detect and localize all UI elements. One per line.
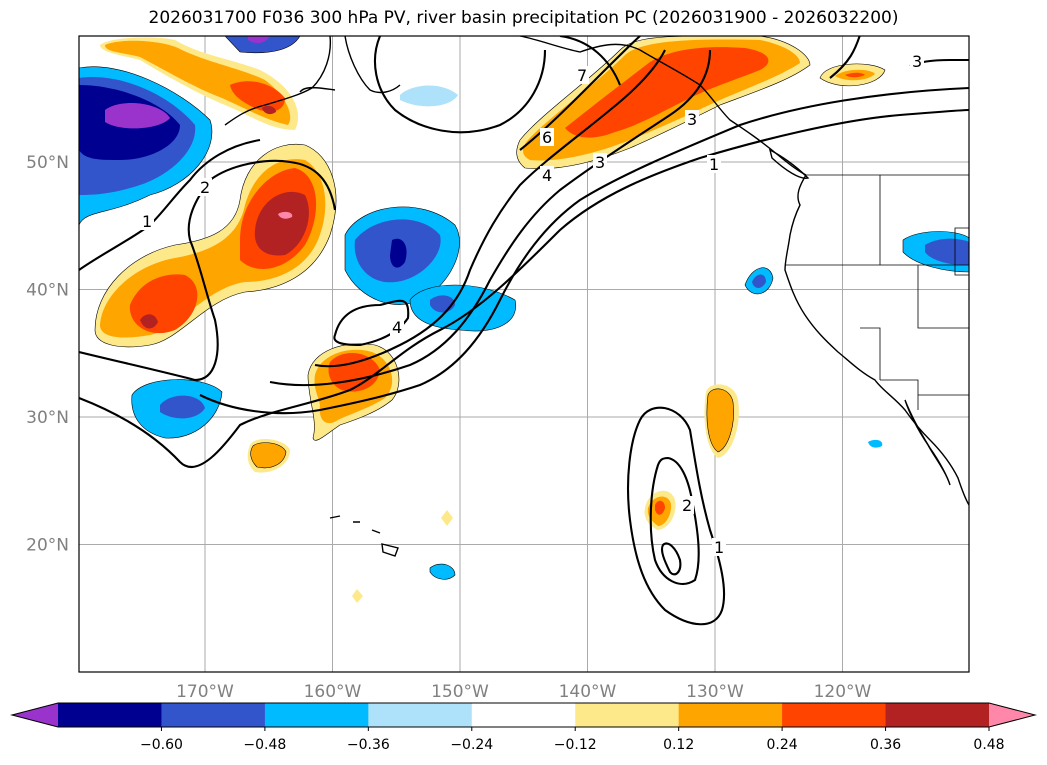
contour-label: 7 [577, 66, 587, 85]
alaska-coast [224, 36, 807, 176]
colorbar-tick-label: −0.60 [140, 737, 183, 753]
lat-tick-label: 20°N [26, 536, 69, 556]
contour-label: 2 [200, 178, 210, 197]
lon-tick-label: 150°W [431, 682, 489, 702]
shade-neg-top [224, 36, 301, 54]
contour-label: 6 [542, 128, 552, 147]
colorbar-segment [782, 703, 887, 727]
map-plot-area: 1 2 3 4 6 7 3 4 2 1 1 3 [79, 36, 969, 672]
colorbar-segment [678, 703, 783, 727]
colorbar-segment [58, 703, 162, 727]
lon-tick-label: 130°W [686, 682, 744, 702]
colorbar-outline [10, 702, 1037, 728]
lat-tick-label: 30°N [26, 408, 69, 428]
colorbar-tick-label: −0.36 [347, 737, 390, 753]
latitude-labels: 50°N 40°N 30°N 20°N [26, 153, 69, 556]
lon-tick-label: 120°W [814, 682, 872, 702]
contour-label: 1 [709, 155, 719, 174]
contour-label: 3 [595, 153, 605, 172]
lat-tick-label: 50°N [26, 153, 69, 173]
colorbar-segment [471, 703, 576, 727]
lon-tick-label: 140°W [559, 682, 617, 702]
colorbar-segment [264, 703, 369, 727]
pv-contour-2-small [649, 456, 700, 585]
hawaii [329, 515, 399, 557]
colorbar-extend-high [989, 703, 1035, 727]
colorbar-segment [885, 703, 990, 727]
pv-contour-3 [199, 86, 969, 415]
colorbar-extend-low [12, 703, 58, 727]
colorbar-tick-label: −0.24 [450, 737, 493, 753]
map-frame [78, 35, 970, 673]
pv-contour-4-loop [333, 299, 410, 347]
lat-tick-label: 40°N [26, 281, 69, 301]
pv-contour-1-tall [626, 406, 726, 626]
pv-contour-1-south [79, 108, 969, 469]
lon-tick-label: 160°W [304, 682, 362, 702]
pv-contour-3-small [660, 542, 682, 576]
colorbar-tick-label: −0.48 [243, 737, 286, 753]
contour-label: 1 [142, 212, 152, 231]
colorbar-tick-label: 0.24 [767, 737, 798, 753]
colorbar-segment [368, 703, 473, 727]
colorbar-segment [575, 703, 680, 727]
longitude-labels: 170°W 160°W 150°W 140°W 130°W 120°W [176, 682, 871, 702]
na-west-coast [784, 174, 969, 506]
contour-label: 4 [542, 166, 552, 185]
coastlines [224, 36, 969, 557]
chart-title: 2026031700 F036 300 hPa PV, river basin … [148, 8, 899, 28]
colorbar-segment [161, 703, 266, 727]
colorbar-tick-label: 0.48 [973, 737, 1004, 753]
pv-contour-7 [519, 36, 641, 151]
colorbar-tick-label: 0.36 [870, 737, 901, 753]
pv-contour-4 [269, 49, 712, 387]
lon-tick-label: 170°W [176, 682, 234, 702]
contour-label-group: 1 2 3 4 6 7 3 4 2 1 1 3 [140, 52, 924, 557]
colorbar: −0.60 −0.48 −0.36 −0.24 −0.12 0.12 0.24 0.36 0.4… [10, 702, 1037, 753]
pv-contour-6 [314, 49, 666, 368]
vancouver-is [768, 148, 810, 179]
pv-contour-nw [79, 138, 261, 271]
political-borders [785, 174, 969, 410]
pv-contour-north [374, 36, 547, 134]
contour-label: 1 [714, 538, 724, 557]
colorbar-tick-label: −0.12 [554, 737, 597, 753]
precip-positive-shading [94, 36, 886, 603]
baja [904, 399, 951, 486]
contour-label: 4 [392, 318, 402, 337]
contour-label: 3 [687, 110, 697, 129]
colorbar-tick-label: 0.12 [663, 737, 694, 753]
contour-label: 2 [682, 496, 692, 515]
pv-contour-2 [79, 159, 337, 382]
contour-label: 3 [912, 52, 922, 71]
